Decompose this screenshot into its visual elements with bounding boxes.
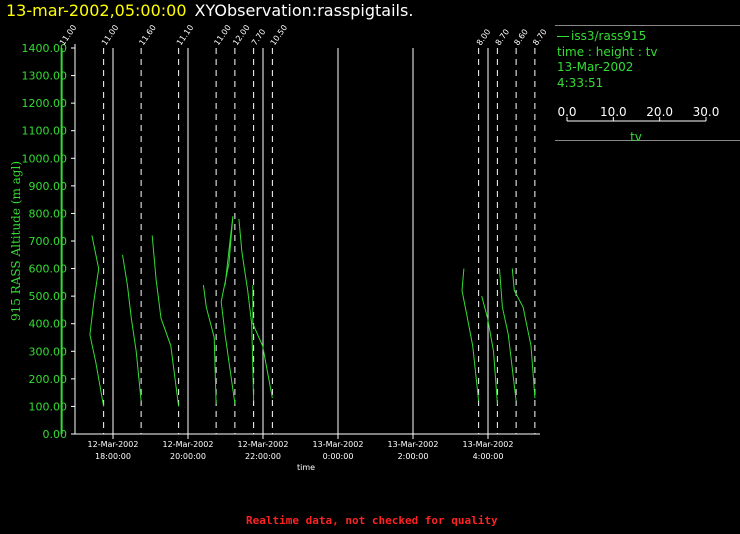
title-observation: XYObservation:rasspigtails.: [194, 1, 414, 20]
profile-trace: [238, 218, 255, 401]
x-tick-date: 12-Mar-2002: [88, 440, 139, 449]
profile-trace: [481, 295, 498, 404]
y-tick-label: 1300.00: [22, 70, 68, 83]
profile-label: 11.60: [137, 23, 158, 47]
scale-title: tv: [630, 130, 642, 144]
profile-trace: [220, 216, 236, 404]
x-tick-date: 13-Mar-2002: [313, 440, 364, 449]
profile-trace: [499, 268, 517, 401]
legend-series-name: iss3/rass915: [571, 29, 647, 43]
x-tick-time: 4:00:00: [473, 452, 504, 461]
profile-label: 8.70: [531, 27, 549, 47]
quality-warning: Realtime data, not checked for quality: [246, 514, 498, 527]
y-tick-label: 500.00: [29, 290, 68, 303]
profile-trace: [89, 235, 105, 407]
profile-label: 8.70: [494, 27, 512, 47]
profile-trace: [252, 285, 273, 399]
legend-divider-top: [555, 25, 740, 26]
y-axis-title: 915 RASS Altitude (m agl): [9, 161, 23, 321]
y-tick-label: 0.00: [43, 428, 68, 441]
x-axis-title: time: [297, 463, 315, 472]
profile-label: 11.00: [212, 23, 233, 47]
scale-tick-label: 20.0: [646, 105, 673, 119]
scale-tick-label: 30.0: [693, 105, 720, 119]
y-tick-label: 700.00: [29, 235, 68, 248]
profile-trace: [202, 285, 217, 404]
scale-tick-label: 10.0: [600, 105, 627, 119]
legend-panel: iss3/rass915 time : height : tv 13-Mar-2…: [557, 29, 658, 91]
profile-label: 11.00: [100, 23, 121, 47]
y-tick-label: 800.00: [29, 207, 68, 220]
y-tick-label: 1100.00: [22, 125, 68, 138]
y-tick-label: 1400.00: [22, 42, 68, 55]
y-tick-label: 1000.00: [22, 152, 68, 165]
y-tick-label: 900.00: [29, 180, 68, 193]
y-tick-label: 600.00: [29, 263, 68, 276]
y-tick-label: 300.00: [29, 345, 68, 358]
legend-date: 13-Mar-2002: [557, 60, 634, 74]
legend-line-swatch: [557, 36, 569, 37]
profile-label: 8.60: [512, 27, 530, 47]
profile-label: 11.00: [58, 23, 79, 47]
x-tick-date: 13-Mar-2002: [388, 440, 439, 449]
x-tick-date: 12-Mar-2002: [238, 440, 289, 449]
legend-time: 4:33:51: [557, 75, 604, 90]
profile-trace: [122, 254, 142, 401]
x-tick-time: 20:00:00: [170, 452, 206, 461]
profile-label: 8.00: [475, 27, 493, 47]
legend-variables: time : height : tv: [557, 44, 658, 59]
profile-label: 10.50: [269, 23, 290, 47]
x-tick-time: 0:00:00: [323, 452, 354, 461]
scale-tick-label: 0.0: [557, 105, 576, 119]
profile-label: 11.10: [175, 23, 196, 47]
y-tick-label: 200.00: [29, 373, 68, 386]
legend-series: iss3/rass915: [557, 29, 658, 45]
profile-label: 12.00: [231, 23, 252, 47]
legend-divider-bottom: [555, 140, 740, 141]
profile-trace: [461, 268, 480, 401]
chart-title: 13-mar-2002,05:00:00 XYObservation:rasspi…: [6, 1, 413, 20]
title-timestamp: 13-mar-2002,05:00:00: [6, 1, 187, 20]
x-tick-time: 22:00:00: [245, 452, 281, 461]
profile-trace: [151, 235, 180, 407]
x-tick-time: 18:00:00: [95, 452, 131, 461]
y-tick-label: 100.00: [29, 400, 68, 413]
profile-trace: [511, 268, 536, 399]
x-tick-time: 2:00:00: [398, 452, 429, 461]
profile-label: 7.70: [250, 27, 268, 47]
y-tick-label: 1200.00: [22, 97, 68, 110]
x-tick-date: 13-Mar-2002: [463, 440, 514, 449]
y-tick-label: 400.00: [29, 318, 68, 331]
x-tick-date: 12-Mar-2002: [163, 440, 214, 449]
